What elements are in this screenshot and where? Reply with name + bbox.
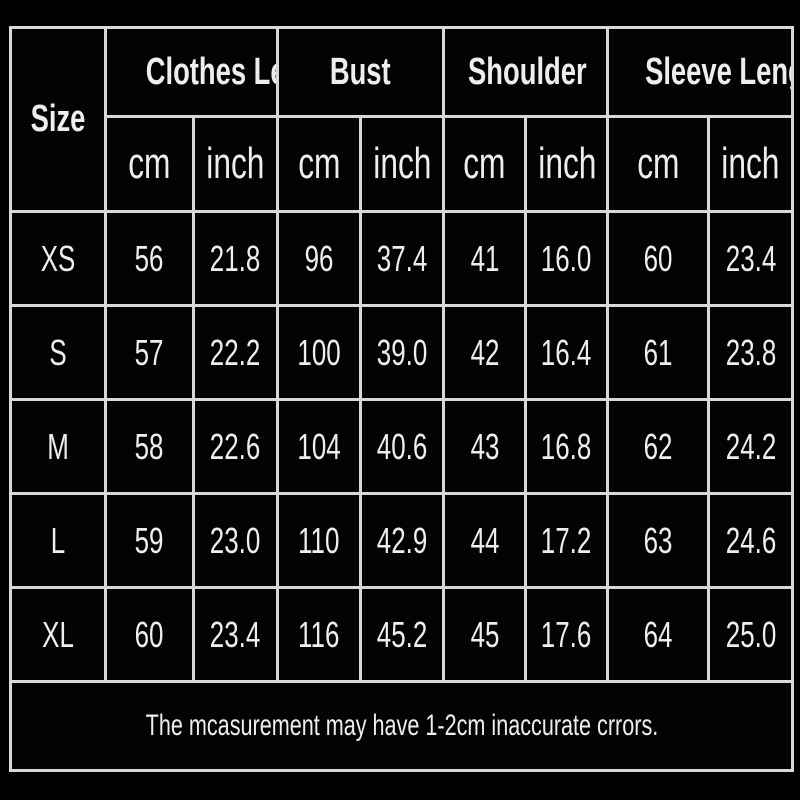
unit-cm: cm — [104, 115, 195, 213]
measurement-cell: 62 — [606, 398, 711, 495]
measurement-cell: 110 — [276, 492, 363, 589]
table-row: M 58 22.6 104 40.6 43 16.8 62 24.2 — [9, 398, 795, 495]
measurement-cell: 22.6 — [191, 398, 280, 495]
header-shoulder: Shoulder — [442, 26, 610, 118]
footer-row: The mcasurement may have 1-2cm inaccurat… — [8, 680, 795, 772]
unit-inch: inch — [524, 115, 610, 213]
unit-inch: inch — [707, 115, 795, 213]
measurement-cell: 96 — [276, 210, 363, 307]
measurement-cell: 23.8 — [707, 304, 795, 401]
measurement-cell: 23.0 — [191, 492, 280, 589]
measurement-cell: 25.0 — [707, 586, 795, 683]
measurement-cell: 59 — [104, 492, 195, 589]
measurement-cell: 56 — [104, 210, 195, 307]
measurement-cell: 60 — [606, 210, 711, 307]
size-cell: XL — [9, 586, 107, 683]
measurement-cell: 16.0 — [524, 210, 610, 307]
measurement-cell: 116 — [276, 586, 363, 683]
measurement-cell: 39.0 — [359, 304, 446, 401]
size-cell: L — [9, 492, 107, 589]
measurement-cell: 61 — [606, 304, 711, 401]
measurement-cell: 104 — [276, 398, 363, 495]
unit-cm: cm — [606, 115, 711, 213]
measurement-cell: 60 — [104, 586, 195, 683]
unit-inch: inch — [191, 115, 280, 213]
measurement-cell: 42.9 — [359, 492, 446, 589]
size-cell: XS — [9, 210, 107, 307]
unit-cm: cm — [276, 115, 363, 213]
table-row: XS 56 21.8 96 37.4 41 16.0 60 23.4 — [9, 210, 795, 307]
table-row: S 57 22.2 100 39.0 42 16.4 61 23.8 — [9, 304, 795, 401]
measurement-cell: 45.2 — [359, 586, 446, 683]
measurement-cell: 41 — [442, 210, 528, 307]
measurement-cell: 24.2 — [707, 398, 795, 495]
measurement-cell: 37.4 — [359, 210, 446, 307]
measurement-cell: 17.6 — [524, 586, 610, 683]
measurement-cell: 42 — [442, 304, 528, 401]
measurement-cell: 63 — [606, 492, 711, 589]
header-sleeve-length: Sleeve Length — [606, 26, 795, 118]
measurement-cell: 23.4 — [707, 210, 795, 307]
measurement-cell: 22.2 — [191, 304, 280, 401]
measurement-cell: 44 — [442, 492, 528, 589]
measurement-cell: 64 — [606, 586, 711, 683]
measurement-cell: 23.4 — [191, 586, 280, 683]
measurement-cell: 16.8 — [524, 398, 610, 495]
table-row: L 59 23.0 110 42.9 44 17.2 63 24.6 — [9, 492, 795, 589]
measurement-cell: 57 — [104, 304, 195, 401]
header-clothes-length: Clothes Length — [103, 26, 280, 118]
measurement-cell: 58 — [104, 398, 195, 495]
size-cell: M — [9, 398, 107, 495]
measurement-cell: 24.6 — [707, 492, 795, 589]
header-bust: Bust — [276, 26, 446, 118]
measurement-cell: 100 — [276, 304, 363, 401]
measurement-cell: 45 — [442, 586, 528, 683]
size-cell: S — [9, 304, 107, 401]
unit-cm: cm — [442, 115, 528, 213]
header-size: Size — [9, 26, 107, 213]
measurement-cell: 40.6 — [359, 398, 446, 495]
header-row-units: cm inch cm inch cm inch cm inch — [11, 115, 795, 213]
table-row: XL 60 23.4 116 45.2 45 17.6 64 25.0 — [9, 586, 795, 683]
unit-inch: inch — [359, 115, 446, 213]
measurement-cell: 43 — [442, 398, 528, 495]
size-chart-table: Size Clothes Length Bust Shoulder Sleeve… — [8, 26, 795, 772]
measurement-cell: 21.8 — [191, 210, 280, 307]
measurement-cell: 16.4 — [524, 304, 610, 401]
measurement-cell: 17.2 — [524, 492, 610, 589]
header-row-groups: Size Clothes Length Bust Shoulder Sleeve… — [9, 26, 795, 213]
footer-note: The mcasurement may have 1-2cm inaccurat… — [8, 680, 795, 772]
